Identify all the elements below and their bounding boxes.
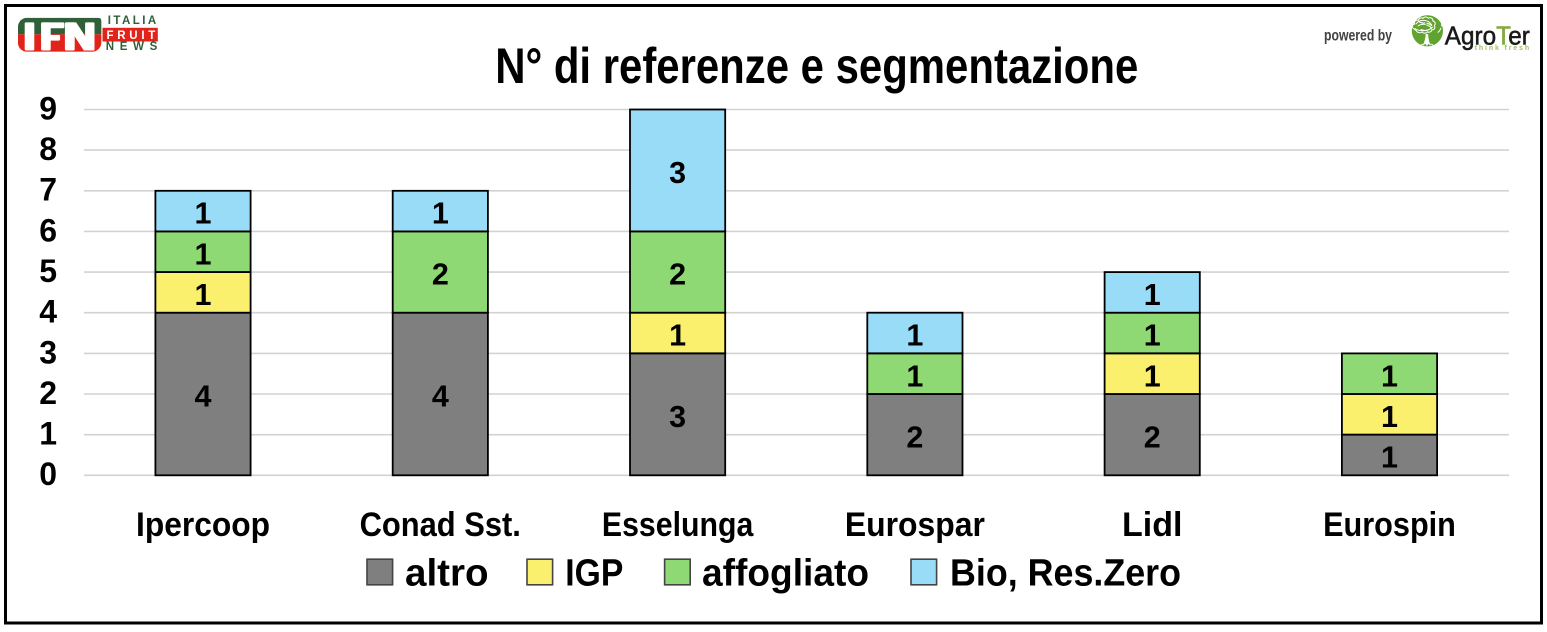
svg-text:7: 7 (39, 172, 57, 208)
svg-text:2: 2 (906, 420, 923, 454)
svg-text:2: 2 (1144, 420, 1161, 454)
svg-text:3: 3 (39, 334, 57, 370)
svg-text:IGP: IGP (565, 553, 623, 595)
svg-text:Esselunga: Esselunga (602, 506, 754, 544)
svg-text:powered by: powered by (1324, 28, 1392, 45)
svg-text:1: 1 (1144, 278, 1161, 312)
svg-text:3: 3 (669, 400, 686, 434)
svg-text:2: 2 (669, 258, 686, 292)
svg-text:1: 1 (1381, 359, 1398, 393)
svg-text:3: 3 (669, 156, 686, 190)
svg-text:5: 5 (39, 253, 57, 289)
svg-text:1: 1 (432, 197, 449, 231)
svg-text:1: 1 (906, 319, 923, 353)
svg-text:ITALIA: ITALIA (108, 15, 157, 27)
svg-text:1: 1 (1144, 359, 1161, 393)
svg-text:1: 1 (1144, 319, 1161, 353)
svg-text:FRUIT: FRUIT (107, 30, 156, 42)
svg-text:1: 1 (195, 278, 212, 312)
svg-text:2: 2 (432, 258, 449, 292)
svg-text:Lidl: Lidl (1122, 506, 1182, 544)
svg-text:9: 9 (39, 90, 57, 126)
svg-text:4: 4 (195, 380, 212, 414)
svg-text:Bio, Res.Zero: Bio, Res.Zero (950, 553, 1181, 595)
svg-text:1: 1 (1381, 400, 1398, 434)
svg-text:1: 1 (39, 416, 57, 452)
svg-text:4: 4 (39, 294, 57, 330)
svg-text:6: 6 (39, 212, 57, 248)
svg-text:1: 1 (669, 319, 686, 353)
svg-text:AgroTer: AgroTer (1445, 21, 1530, 51)
svg-text:N° di referenze e segmentazion: N° di referenze e segmentazione (495, 38, 1138, 94)
svg-text:affogliato: affogliato (702, 553, 869, 595)
svg-text:Ipercoop: Ipercoop (136, 506, 270, 544)
svg-text:Eurospar: Eurospar (845, 506, 985, 544)
svg-text:1: 1 (1381, 441, 1398, 475)
svg-text:1: 1 (195, 197, 212, 231)
svg-text:Eurospin: Eurospin (1323, 506, 1456, 544)
svg-text:altro: altro (405, 553, 489, 595)
svg-text:4: 4 (432, 380, 449, 414)
svg-text:0: 0 (39, 456, 57, 492)
svg-text:1: 1 (906, 359, 923, 393)
svg-text:1: 1 (195, 237, 212, 271)
svg-text:8: 8 (39, 131, 57, 167)
svg-text:2: 2 (39, 375, 57, 411)
svg-text:Conad Sst.: Conad Sst. (360, 506, 521, 544)
svg-text:think fresh: think fresh (1475, 45, 1529, 52)
